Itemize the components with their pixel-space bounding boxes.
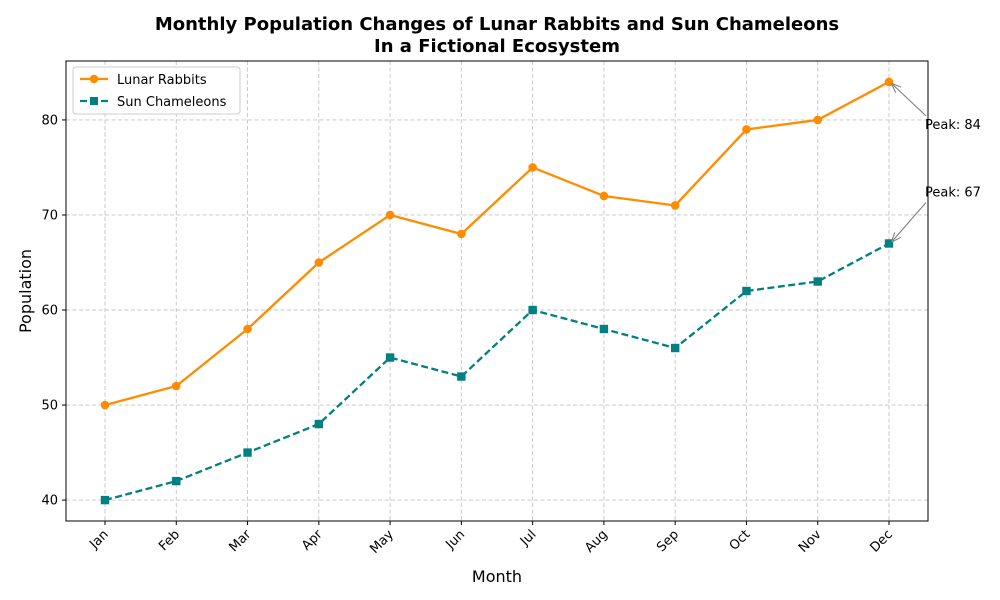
data-point-sun-chameleons	[670, 343, 680, 353]
legend-item-lunar-rabbits: Lunar Rabbits	[80, 73, 207, 88]
annotation-arrow	[892, 84, 927, 117]
data-point-sun-chameleons	[599, 324, 609, 334]
x-tick-label: Aug	[582, 527, 611, 556]
data-point-sun-chameleons	[385, 353, 395, 362]
data-point-sun-chameleons	[100, 495, 110, 505]
legend-label-sun-chameleons: Sun Chameleons	[117, 95, 227, 110]
series-line-sun-chameleons	[104, 242, 890, 502]
y-axis-label: Population	[16, 249, 35, 333]
chart-title: Monthly Population Changes of Lunar Rabb…	[155, 14, 839, 35]
data-point-lunar-rabbits	[100, 400, 110, 410]
data-point-lunar-rabbits	[528, 163, 537, 172]
x-tick-label: Jan	[86, 527, 111, 552]
data-point-lunar-rabbits	[670, 201, 680, 210]
data-point-lunar-rabbits	[742, 125, 751, 134]
series-line-lunar-rabbits	[104, 80, 890, 407]
y-tick-label: 70	[41, 208, 58, 223]
grid	[66, 61, 928, 521]
chart-subtitle: In a Fictional Ecosystem	[374, 36, 620, 57]
x-tick-label: Jun	[443, 527, 469, 553]
data-point-lunar-rabbits	[243, 324, 252, 334]
data-point-lunar-rabbits	[884, 77, 894, 87]
annotation-arrow	[892, 202, 927, 241]
data-point-sun-chameleons	[243, 448, 252, 457]
data-point-sun-chameleons	[314, 419, 324, 429]
x-tick-label: Mar	[226, 527, 254, 555]
x-tick-label: Jul	[517, 527, 539, 549]
data-point-lunar-rabbits	[171, 381, 181, 391]
annotations: Peak: 84 Peak: 67	[892, 84, 981, 242]
legend-label-lunar-rabbits: Lunar Rabbits	[117, 73, 207, 88]
data-point-lunar-rabbits	[457, 229, 466, 239]
y-tick-label: 50	[41, 399, 58, 414]
data-point-lunar-rabbits	[385, 210, 395, 220]
legend: Lunar Rabbits Sun Chameleons	[72, 66, 241, 115]
x-tick-label: Sep	[654, 527, 682, 555]
legend-frame	[72, 66, 241, 115]
x-tick-label: Dec	[867, 527, 895, 555]
series-group	[100, 77, 894, 505]
x-tick-label: Nov	[796, 527, 825, 556]
plot-frame	[65, 60, 929, 522]
data-point-sun-chameleons	[528, 305, 537, 315]
y-tick-label: 60	[41, 304, 58, 319]
data-point-lunar-rabbits	[314, 258, 324, 267]
data-point-sun-chameleons	[457, 372, 466, 381]
y-tick-label: 80	[41, 113, 58, 128]
x-tick-label: Apr	[299, 527, 326, 554]
x-tick-label: Oct	[727, 527, 754, 554]
data-point-sun-chameleons	[742, 286, 751, 296]
x-tick-label: Feb	[156, 527, 183, 554]
x-axis-label: Month	[472, 567, 522, 586]
annotation-label: Peak: 67	[925, 185, 981, 200]
data-point-sun-chameleons	[884, 239, 894, 248]
data-point-lunar-rabbits	[813, 115, 823, 125]
data-point-sun-chameleons	[813, 277, 822, 286]
x-tick-label: May	[367, 527, 397, 557]
y-tick-label: 40	[41, 494, 58, 509]
data-point-sun-chameleons	[172, 476, 181, 486]
annotation-label: Peak: 84	[925, 118, 981, 133]
data-point-lunar-rabbits	[599, 191, 609, 201]
legend-item-sun-chameleons: Sun Chameleons	[80, 95, 227, 110]
